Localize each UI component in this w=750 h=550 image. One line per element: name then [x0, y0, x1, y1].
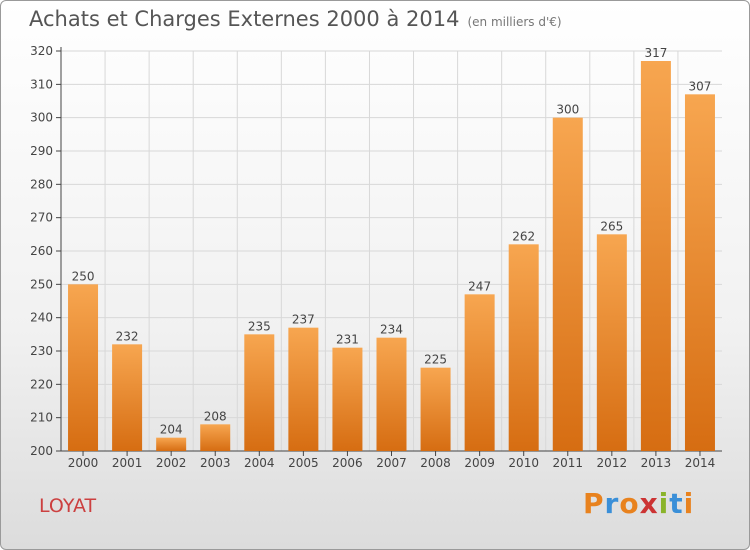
logo-letter: i — [683, 487, 695, 520]
logo-letter: o — [619, 487, 640, 520]
bar — [596, 234, 627, 451]
bar — [684, 94, 715, 451]
bar — [288, 327, 319, 451]
x-tick-label: 2011 — [552, 456, 583, 470]
bar-value-label: 300 — [556, 103, 579, 117]
bar — [156, 437, 187, 451]
y-tick-label: 250 — [30, 277, 53, 291]
logo-letter: i — [658, 487, 670, 520]
bar — [464, 294, 495, 451]
y-tick-label: 210 — [30, 411, 53, 425]
bar — [420, 367, 451, 451]
bar — [552, 117, 583, 452]
bar — [244, 334, 275, 451]
bar-value-label: 204 — [160, 423, 183, 437]
bar-value-label: 317 — [644, 46, 667, 60]
bar — [332, 347, 363, 451]
y-tick-label: 270 — [30, 211, 53, 225]
y-tick-label: 230 — [30, 344, 53, 358]
bar-value-label: 307 — [689, 79, 712, 93]
y-tick-label: 320 — [30, 44, 53, 58]
y-tick-label: 240 — [30, 311, 53, 325]
bar — [112, 344, 143, 451]
y-tick-label: 290 — [30, 144, 53, 158]
logo-letter: t — [669, 487, 684, 520]
x-tick-label: 2002 — [156, 456, 187, 470]
logo-letter: r — [604, 487, 620, 520]
y-tick-label: 200 — [30, 444, 53, 458]
x-tick-label: 2012 — [597, 456, 628, 470]
chart-title-main: Achats et Charges Externes 2000 à 2014 — [29, 7, 460, 31]
bar — [200, 424, 231, 451]
bar-value-label: 231 — [336, 333, 359, 347]
y-tick-label: 310 — [30, 77, 53, 91]
bar-value-label: 234 — [380, 323, 403, 337]
bar — [640, 61, 671, 451]
bar-value-label: 247 — [468, 279, 491, 293]
x-tick-label: 2014 — [685, 456, 716, 470]
x-tick-label: 2013 — [641, 456, 672, 470]
x-tick-label: 2000 — [68, 456, 99, 470]
x-tick-label: 2003 — [200, 456, 231, 470]
bar-value-label: 237 — [292, 313, 315, 327]
chart-subtitle: (en milliers d'€) — [467, 15, 562, 29]
x-tick-label: 2005 — [288, 456, 319, 470]
x-tick-label: 2009 — [464, 456, 495, 470]
chart-title: Achats et Charges Externes 2000 à 2014 (e… — [29, 7, 562, 31]
bar — [376, 337, 407, 451]
y-tick-label: 220 — [30, 377, 53, 391]
x-tick-label: 2007 — [376, 456, 407, 470]
bar-value-label: 208 — [204, 409, 227, 423]
bar-value-label: 232 — [116, 329, 139, 343]
x-tick-label: 2008 — [420, 456, 451, 470]
y-tick-label: 260 — [30, 244, 53, 258]
y-tick-label: 300 — [30, 111, 53, 125]
bar-value-label: 262 — [512, 229, 535, 243]
x-tick-label: 2006 — [332, 456, 363, 470]
commune-label: LOYAT — [39, 495, 97, 517]
bar-value-label: 235 — [248, 319, 271, 333]
x-tick-label: 2004 — [244, 456, 275, 470]
bar — [508, 244, 539, 451]
bar-value-label: 225 — [424, 353, 447, 367]
bar-value-label: 250 — [72, 269, 95, 283]
y-tick-label: 280 — [30, 177, 53, 191]
bar-value-label: 265 — [600, 219, 623, 233]
x-tick-label: 2001 — [112, 456, 143, 470]
proxiti-logo: Proxiti — [583, 487, 694, 520]
logo-letter: P — [583, 487, 605, 520]
bar — [68, 284, 99, 451]
x-tick-label: 2010 — [508, 456, 539, 470]
logo-letter: x — [639, 487, 659, 520]
